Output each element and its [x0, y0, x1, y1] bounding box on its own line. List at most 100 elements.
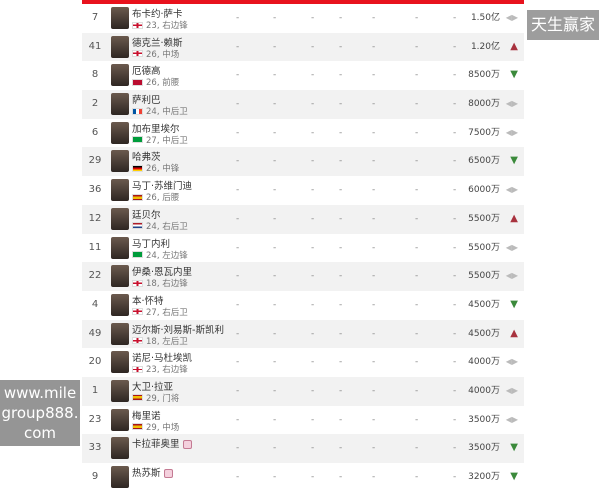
empty-cell: -: [453, 443, 457, 454]
player-name[interactable]: 加布里埃尔: [132, 121, 180, 135]
empty-cell: -: [372, 242, 376, 253]
player-photo: [111, 408, 129, 431]
age-position: 24, 中后卫: [146, 107, 188, 118]
table-row[interactable]: 2 萨利巴 24, 中后卫 - - - - - - -8000万 ◀▶: [82, 90, 524, 119]
empty-cell: -: [372, 13, 376, 23]
watermark-url: www.milegroup888.com: [0, 380, 80, 446]
empty-cell: -: [372, 357, 376, 368]
player-meta: 18, 左后卫: [132, 335, 188, 347]
empty-cell: -: [273, 299, 277, 310]
player-photo: [111, 322, 129, 345]
table-row[interactable]: 9 热苏斯 - - - - - - - 3200万 ▼: [82, 463, 524, 492]
empty-cell: -: [415, 127, 419, 138]
player-name[interactable]: 厄德高: [132, 63, 161, 77]
player-name[interactable]: 萨利巴: [132, 92, 161, 106]
shirt-number: 29: [88, 155, 102, 167]
player-name[interactable]: 哈弗茨: [132, 149, 161, 163]
empty-cell: -: [273, 156, 277, 167]
player-name[interactable]: 诺尼·马杜埃凯: [132, 350, 192, 364]
england-flag-icon: [132, 308, 143, 316]
shirt-number: 23: [88, 413, 102, 425]
table-row[interactable]: 8 厄德高 26, 前腰 - - - - - - -8500万 ▼: [82, 61, 524, 90]
empty-cell: -: [453, 41, 457, 52]
england-flag-icon: [132, 365, 143, 373]
empty-cell: -: [453, 328, 457, 339]
age-position: 24, 右后卫: [146, 221, 188, 232]
empty-cell: -: [236, 385, 240, 396]
empty-cell: -: [273, 13, 277, 23]
shirt-number: 8: [91, 69, 99, 81]
player-name-text: 哈弗茨: [132, 152, 161, 164]
empty-cell: -: [339, 70, 343, 81]
player-meta: 24, 右后卫: [132, 220, 188, 232]
empty-cell: -: [372, 472, 376, 482]
table-row[interactable]: 22 伊桑·恩瓦内里 18, 右边锋 - - - - - - -5500万 ◀▶: [82, 262, 524, 291]
empty-cell: -: [311, 299, 315, 310]
player-name[interactable]: 廷贝尔: [132, 207, 161, 221]
table-row[interactable]: 1 大卫·拉亚 29, 门将 - - - - - - -4000万 ◀▶: [82, 376, 524, 406]
empty-cell: -: [453, 414, 457, 425]
player-name-text: 廷贝尔: [132, 209, 161, 221]
empty-cell: -: [339, 127, 343, 138]
empty-cell: -: [415, 328, 419, 339]
player-name[interactable]: 大卫·拉亚: [132, 379, 173, 393]
empty-cell: -: [339, 271, 343, 282]
player-name[interactable]: 本·怀特: [132, 293, 164, 307]
player-name[interactable]: 德克兰·赖斯: [132, 35, 183, 49]
table-row[interactable]: 29 哈弗茨 26, 中锋 - - - - - - -6500万 ▼: [82, 147, 524, 177]
empty-cell: -: [273, 127, 277, 138]
table-row[interactable]: 33 卡拉菲奥里 - - - - - - -3500万 ▼: [82, 434, 524, 463]
player-name[interactable]: 伊桑·恩瓦内里: [132, 264, 192, 278]
player-name-text: 加布里埃尔: [132, 123, 180, 135]
table-row[interactable]: 41 德克兰·赖斯 26, 中场 - - - - - - - 1.20亿 ▲: [82, 32, 524, 62]
market-value: 1.20亿: [470, 41, 500, 52]
age-position: 27, 右后卫: [146, 307, 188, 318]
empty-cell: -: [273, 414, 277, 425]
empty-cell: -: [311, 242, 315, 253]
table-row[interactable]: 12 廷贝尔 24, 右后卫 - - - - - - -5500万 ▲: [82, 204, 524, 234]
empty-cell: -: [311, 13, 315, 23]
table-row[interactable]: 7 布卡约·萨卡 23, 右边锋 - - - - - - - 1.50亿 ◀▶: [82, 4, 524, 33]
table-row[interactable]: 36 马丁·苏维门迪 26, 后腰 - - - - - - -6000万 ◀▶: [82, 176, 524, 205]
empty-cell: -: [372, 328, 376, 339]
shirt-number: 12: [88, 212, 102, 224]
player-name[interactable]: 卡拉菲奥里: [132, 436, 192, 450]
player-name[interactable]: 梅里诺: [132, 408, 161, 422]
age-position: 27, 中后卫: [146, 135, 188, 146]
table-row[interactable]: 20 诺尼·马杜埃凯 23, 右边锋 - - - - - - -4000万 ◀▶: [82, 348, 524, 377]
france-flag-icon: [132, 107, 143, 115]
table-row[interactable]: 23 梅里诺 29, 中场 - - - - - - -3500万 ◀▶: [82, 406, 524, 435]
empty-cell: -: [273, 472, 277, 482]
player-name-text: 热苏斯: [132, 468, 161, 479]
empty-cell: -: [236, 357, 240, 368]
age-position: 26, 中锋: [146, 164, 180, 175]
table-header-bar: [82, 0, 524, 4]
table-row[interactable]: 49 迈尔斯·刘易斯-斯凯利 18, 左后卫 - - - - - - -4500万 ▲: [82, 319, 524, 349]
table-row[interactable]: 11 马丁内利 24, 左边锋 - - - - - - -5500万 ◀▶: [82, 234, 524, 263]
empty-cell: -: [236, 414, 240, 425]
player-photo: [111, 265, 129, 288]
brazil-flag-icon: [132, 136, 143, 144]
market-value: 4000万: [468, 357, 500, 368]
empty-cell: -: [311, 328, 315, 339]
table-row[interactable]: 6 加布里埃尔 27, 中后卫 - - - - - - -7500万 ◀▶: [82, 119, 524, 148]
market-value: 5500万: [468, 213, 500, 224]
player-name-text: 诺尼·马杜埃凯: [132, 353, 193, 365]
player-photo: [111, 35, 129, 58]
player-name[interactable]: 热苏斯: [132, 465, 173, 479]
player-name[interactable]: 马丁·苏维门迪: [132, 178, 192, 192]
player-photo: [111, 93, 129, 116]
player-photo: [111, 351, 129, 374]
player-name[interactable]: 迈尔斯·刘易斯-斯凯利: [132, 322, 224, 336]
empty-cell: -: [415, 185, 419, 196]
empty-cell: -: [339, 185, 343, 196]
trend-flat-icon: ◀▶: [505, 127, 518, 137]
empty-cell: -: [273, 271, 277, 282]
empty-cell: -: [415, 70, 419, 81]
empty-cell: -: [415, 156, 419, 167]
table-row[interactable]: 4 本·怀特 27, 右后卫 - - - - - - -4500万 ▼: [82, 291, 524, 320]
trend-down-icon: ▼: [510, 471, 518, 482]
empty-cell: -: [339, 414, 343, 425]
player-name[interactable]: 马丁内利: [132, 236, 170, 250]
player-name[interactable]: 布卡约·萨卡: [132, 6, 183, 20]
